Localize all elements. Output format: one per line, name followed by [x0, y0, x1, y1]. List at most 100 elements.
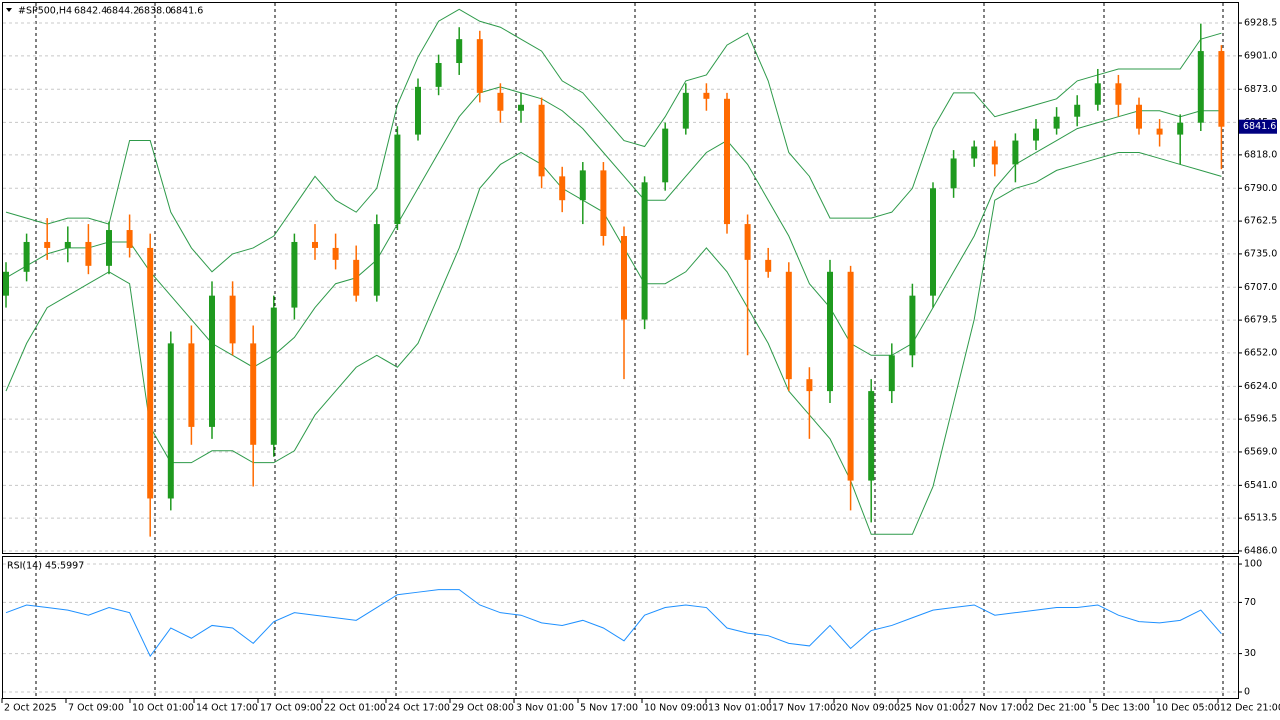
candle-body	[1115, 83, 1122, 105]
y-tick-label: 6762.5	[1244, 216, 1277, 227]
x-tick-label: 14 Oct 17:00	[196, 703, 258, 714]
symbol-title: #SP500,H4	[18, 6, 72, 17]
candle-body	[373, 224, 380, 296]
x-tick-label: 29 Oct 08:00	[452, 703, 514, 714]
candle-body	[579, 170, 586, 201]
candle-body	[64, 241, 71, 248]
candle-body	[250, 343, 257, 445]
candle-body	[435, 63, 442, 87]
candle-body	[415, 86, 421, 135]
candle-body	[1053, 116, 1060, 129]
candle-body	[1218, 51, 1225, 127]
candle-body	[621, 236, 627, 320]
candle-body	[85, 241, 92, 266]
candle-body	[167, 343, 174, 499]
candle-body	[559, 176, 566, 201]
candle-body	[847, 271, 854, 481]
x-tick-label: 13 Nov 01:00	[708, 703, 772, 714]
y-tick-label: 6818.0	[1244, 149, 1277, 160]
candle-body	[806, 379, 813, 392]
rsi-tick-label: 0	[1244, 686, 1250, 697]
last-price-tag	[1239, 119, 1277, 134]
y-tick-label: 6596.5	[1244, 414, 1277, 425]
candle-body	[476, 39, 483, 93]
candle-body	[1156, 128, 1163, 135]
candle-body	[3, 271, 9, 296]
candle-body	[394, 134, 401, 225]
x-tick-label: 22 Oct 01:00	[324, 703, 386, 714]
x-tick-label: 10 Dec 05:00	[1156, 703, 1220, 714]
x-tick-label: 17 Nov 17:00	[772, 703, 836, 714]
candle-body	[518, 104, 524, 111]
candle-body	[744, 224, 751, 260]
candle-body	[1136, 104, 1142, 129]
ohlc-value: 6844.2	[106, 6, 139, 17]
candle-body	[456, 39, 463, 64]
rsi-title: RSI(14) 45.5997	[7, 561, 84, 572]
rsi-tick-label: 100	[1244, 559, 1262, 570]
x-tick-label: 2 Oct 2025	[4, 703, 57, 714]
x-tick-label: 7 Oct 09:00	[68, 703, 124, 714]
rsi-panel-frame	[2, 556, 1239, 699]
candle-body	[930, 188, 936, 296]
panel-arrow	[6, 8, 12, 12]
candle-body	[1094, 83, 1101, 105]
candle-body	[991, 146, 998, 165]
candle-body	[147, 247, 154, 499]
y-tick-label: 6541.0	[1244, 480, 1277, 491]
y-tick-label: 6569.0	[1244, 446, 1277, 457]
candle-body	[888, 355, 895, 392]
x-tick-label: 20 Nov 09:00	[836, 703, 900, 714]
x-tick-label: 10 Oct 01:00	[132, 703, 194, 714]
candle-body	[785, 271, 792, 380]
candle-body	[765, 259, 772, 272]
candle-body	[538, 104, 545, 177]
candle-body	[1033, 128, 1039, 141]
candle-body	[971, 146, 978, 159]
y-tick-label: 6624.0	[1244, 381, 1277, 392]
bollinger-upper	[5, 8, 1222, 273]
y-tick-label: 6486.0	[1244, 545, 1277, 556]
bollinger-lower	[5, 151, 1222, 535]
y-tick-label: 6928.5	[1244, 18, 1277, 29]
main-panel-frame	[2, 2, 1239, 554]
x-tick-label: 5 Dec 13:00	[1092, 703, 1150, 714]
candle-body	[1197, 51, 1204, 123]
candle-body	[106, 230, 112, 266]
y-tick-label: 6679.5	[1244, 315, 1277, 326]
candle-body	[1012, 140, 1019, 165]
x-tick-label: 24 Oct 17:00	[388, 703, 450, 714]
ohlc-value: 6841.6	[170, 6, 203, 17]
candle-body	[353, 259, 360, 296]
candle-body	[827, 271, 833, 392]
candle-body	[497, 92, 504, 111]
last-price-label: 6841.6	[1243, 121, 1276, 132]
x-tick-label: 3 Nov 01:00	[516, 703, 574, 714]
bollinger-middle	[5, 86, 1222, 368]
y-tick-label: 6652.0	[1244, 347, 1277, 358]
rsi-line	[5, 589, 1222, 658]
candle-body	[312, 241, 318, 248]
candle-body	[1074, 104, 1081, 117]
candle-body	[703, 92, 710, 99]
candle-body	[950, 158, 957, 189]
candle-body	[332, 247, 339, 260]
candle-body	[126, 230, 133, 248]
ohlc-value: 6838.0	[138, 6, 171, 17]
y-tick-label: 6735.0	[1244, 248, 1277, 259]
candle-body	[641, 182, 648, 320]
ohlc-value: 6842.4	[74, 6, 107, 17]
candle-body	[600, 170, 607, 237]
y-tick-label: 6513.5	[1244, 513, 1277, 524]
x-tick-label: 10 Nov 09:00	[644, 703, 708, 714]
y-tick-label: 6901.0	[1244, 50, 1277, 61]
x-tick-label: 25 Nov 01:00	[900, 703, 964, 714]
x-tick-label: 12 Dec 21:00	[1220, 703, 1280, 714]
candle-body	[724, 98, 730, 225]
candle-body	[909, 295, 916, 356]
candle-body	[868, 391, 875, 481]
candle-body	[662, 128, 669, 183]
candle-body	[23, 241, 30, 272]
